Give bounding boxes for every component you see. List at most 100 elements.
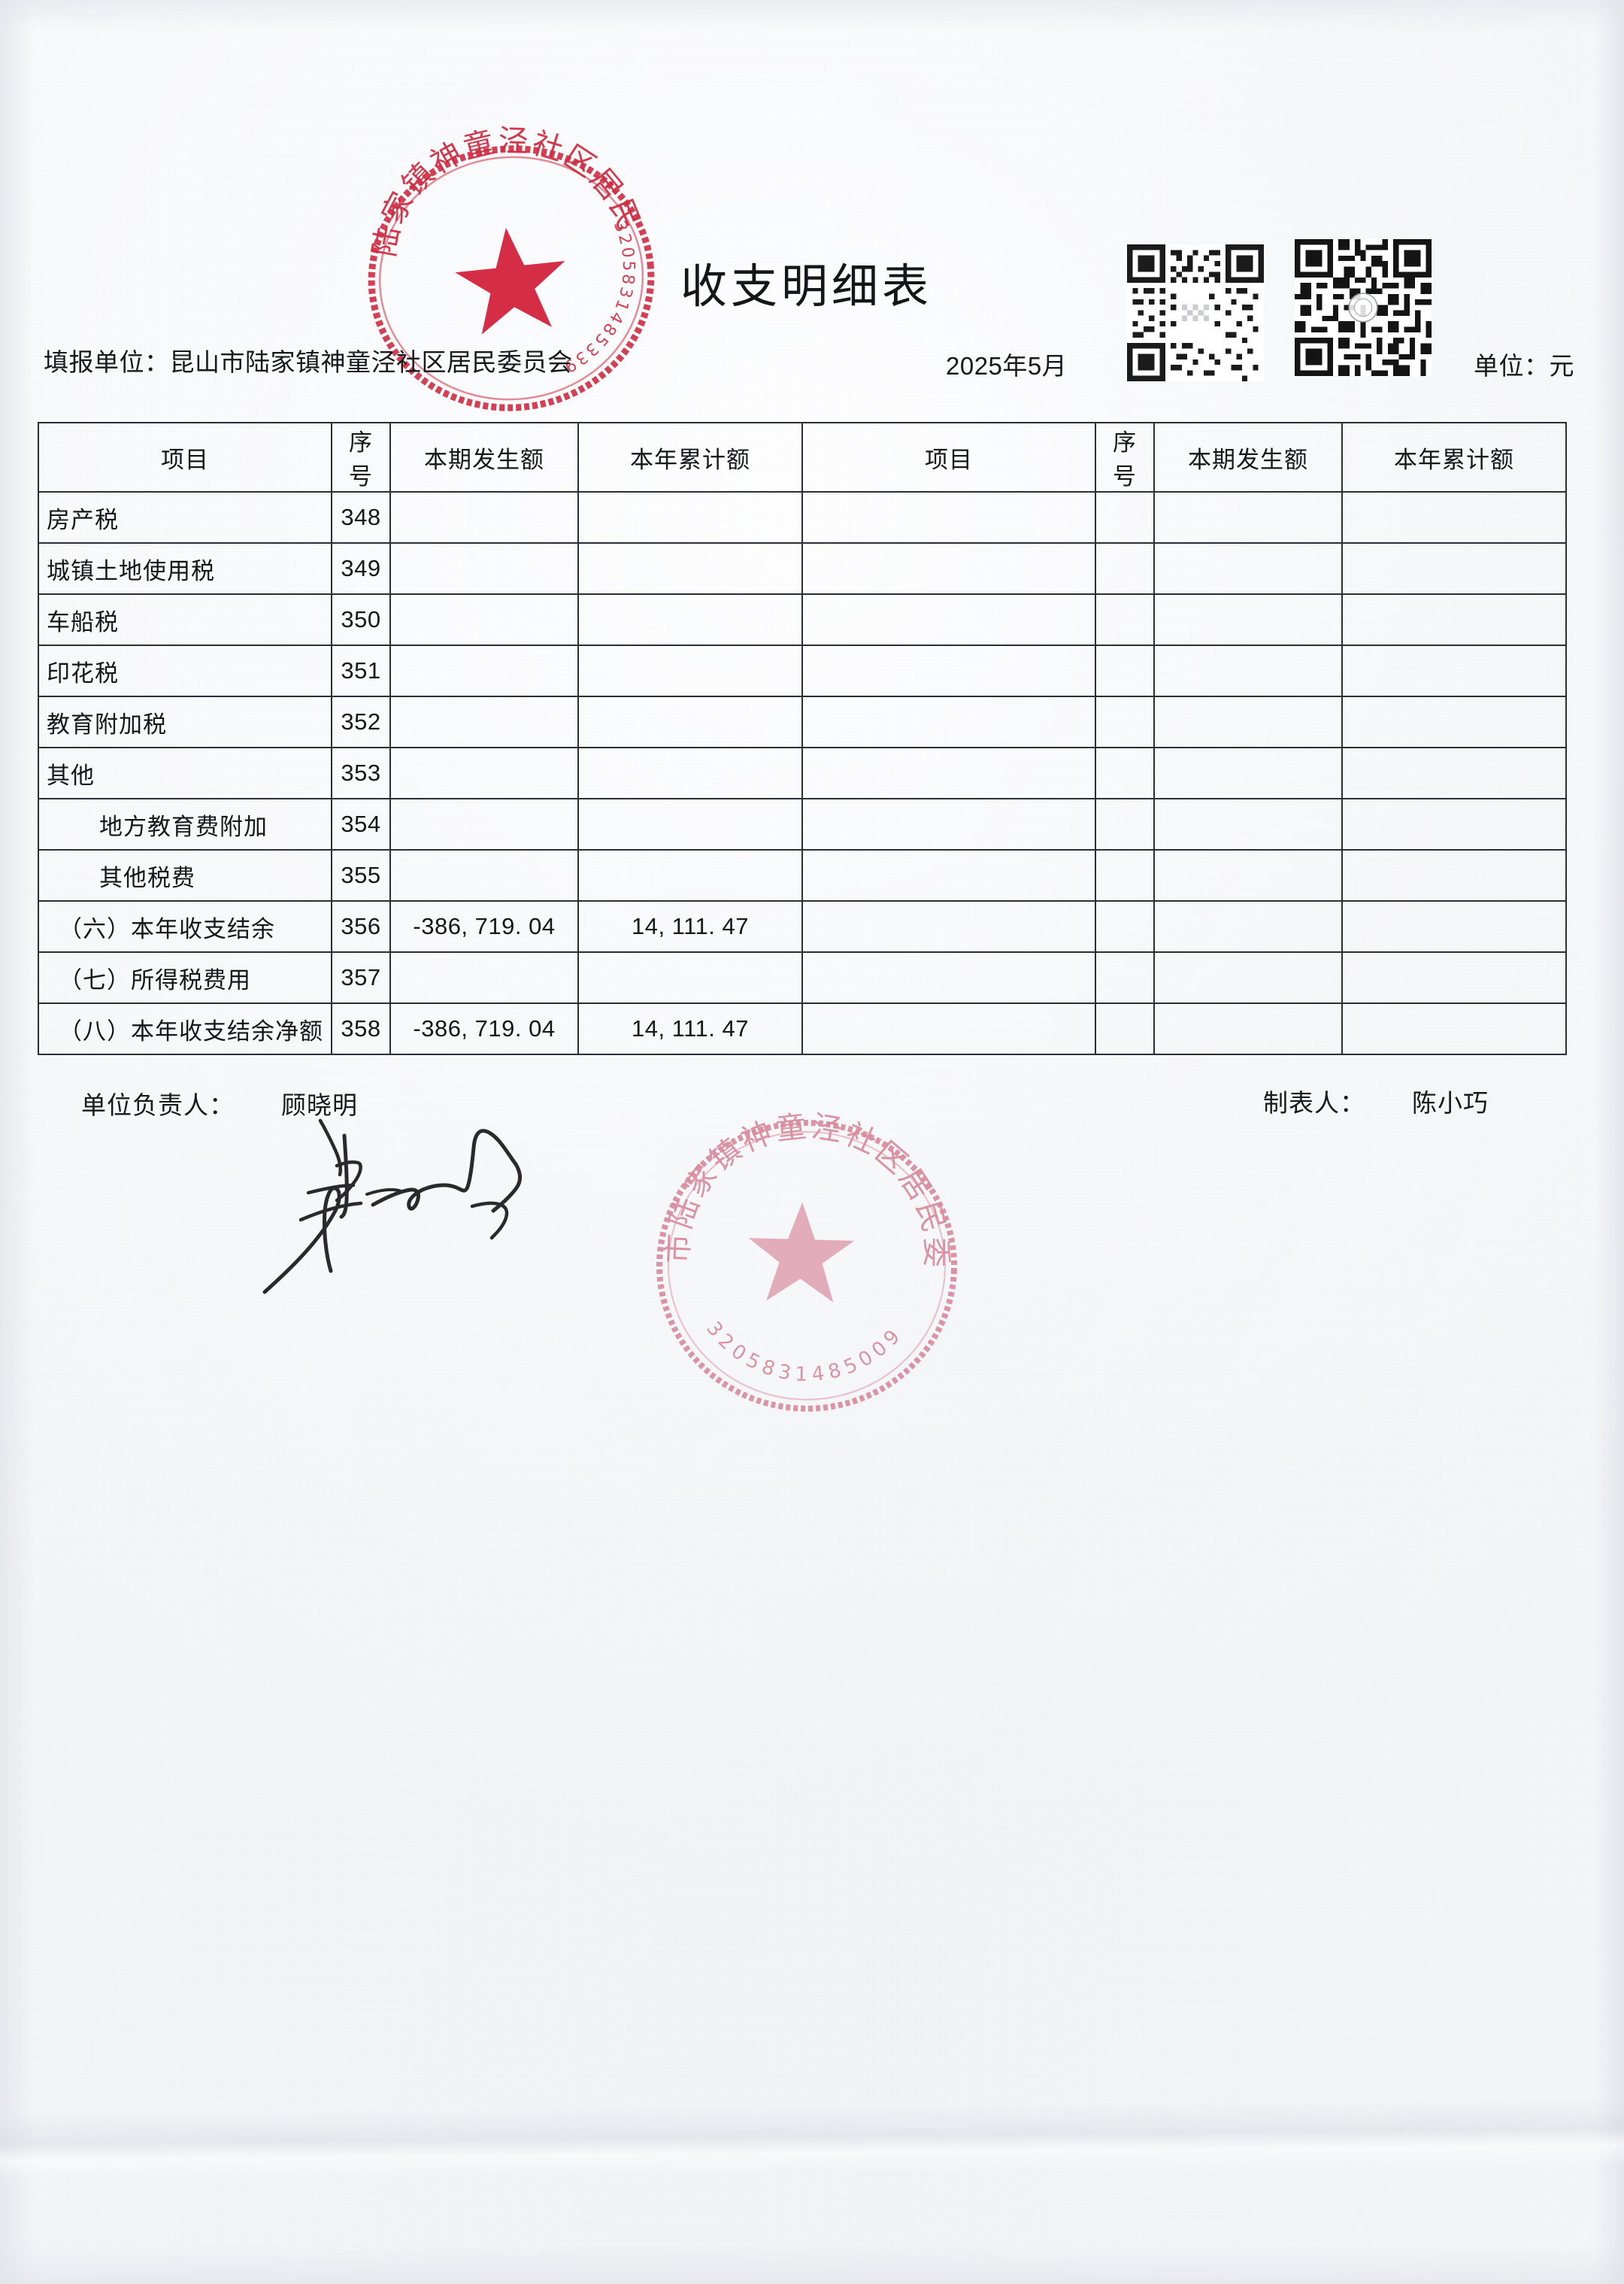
row-seq-right — [1095, 645, 1155, 697]
responsible-person-label: 单位负责人： — [81, 1091, 235, 1119]
col-header-item-right: 项目 — [801, 422, 1096, 493]
row-ytd-left — [577, 491, 803, 544]
preparer-label: 制表人： — [1263, 1089, 1365, 1117]
row-seq-left: 349 — [331, 542, 391, 595]
col-header-item-left: 项目 — [38, 422, 332, 493]
row-seq-left: 355 — [331, 849, 391, 902]
col-header-ytd-right: 本年累计额 — [1341, 422, 1567, 493]
row-current-right — [1153, 849, 1343, 902]
row-current-left — [389, 696, 579, 748]
row-item-right — [801, 491, 1096, 544]
table-row: 房产税 348 — [38, 491, 1567, 544]
row-current-left — [389, 491, 579, 544]
row-current-right — [1153, 696, 1343, 748]
row-seq-right — [1095, 747, 1155, 799]
row-item-right — [801, 951, 1096, 1004]
row-ytd-left — [577, 645, 803, 697]
row-item-right — [801, 1002, 1096, 1055]
row-seq-left: 354 — [331, 798, 391, 851]
qr-code-right[interactable] — [1295, 239, 1432, 376]
row-seq-left: 357 — [331, 951, 391, 1004]
row-seq-right — [1095, 900, 1155, 953]
row-current-right — [1153, 593, 1343, 646]
row-seq-right — [1095, 491, 1155, 544]
row-current-right — [1153, 747, 1343, 799]
row-current-right — [1153, 542, 1343, 595]
row-ytd-left — [577, 849, 803, 902]
row-current-right — [1153, 491, 1343, 544]
row-item-left: 其他税费 — [38, 849, 332, 902]
row-current-left — [389, 542, 579, 595]
seal-bottom-org-text: 昆山市陆家镇神童泾社区居民委员会 — [661, 1106, 957, 1277]
svg-text:昆山市陆家镇神童泾社区居民委员会: 昆山市陆家镇神童泾社区居民委员会 — [661, 1106, 957, 1277]
reporting-unit-name: 昆山市陆家镇神童泾社区居民委员会 — [169, 348, 573, 376]
row-item-left: （八）本年收支结余净额 — [38, 1002, 332, 1055]
row-current-right — [1153, 645, 1343, 697]
row-item-left: 地方教育费附加 — [38, 798, 332, 851]
qr-code-left[interactable] — [1127, 244, 1264, 381]
table-row: 教育附加税 352 — [38, 696, 1567, 748]
row-ytd-right — [1341, 1002, 1567, 1055]
row-seq-right — [1095, 849, 1155, 902]
row-ytd-right — [1341, 798, 1567, 851]
seal-bottom-code: 3205831485009 — [701, 1317, 909, 1388]
row-current-left — [389, 593, 579, 646]
table-row: 其他税费 355 — [38, 849, 1567, 902]
row-item-right — [801, 696, 1096, 748]
report-period: 2025年5月 — [946, 352, 1068, 380]
row-item-right — [801, 900, 1096, 953]
row-seq-left: 352 — [331, 696, 391, 748]
preparer-line: 制表人： 陈小巧 — [1263, 1083, 1489, 1119]
row-current-right — [1153, 951, 1343, 1004]
table-row: 印花税 351 — [38, 645, 1567, 697]
currency-unit-note: 单位：元 — [1474, 352, 1574, 380]
row-ytd-right — [1341, 900, 1567, 953]
row-seq-right — [1095, 593, 1155, 646]
responsible-person-line: 单位负责人： 顾晓明 — [81, 1085, 358, 1121]
row-current-left: -386, 719. 04 — [389, 1002, 579, 1055]
row-item-left: 城镇土地使用税 — [38, 542, 332, 595]
row-seq-left: 353 — [331, 747, 391, 799]
table-row: （六）本年收支结余 356 -386, 719. 04 14, 111. 47 — [38, 900, 1567, 953]
handwritten-signature-responsible — [248, 1106, 579, 1361]
table-row: 车船税 350 — [38, 593, 1567, 646]
income-expense-table: 项目 序号 本期发生额 本年累计额 项目 序号 本期发生额 本年累计额 房产税 3… — [38, 422, 1567, 1055]
row-seq-right — [1095, 696, 1155, 748]
row-item-right — [801, 593, 1096, 646]
seal-top-org-text: 昆山市陆家镇神童泾社区居民委员会 — [355, 109, 652, 300]
row-item-left: 其他 — [38, 747, 332, 799]
col-header-seq-right: 序号 — [1095, 422, 1155, 493]
row-ytd-right — [1341, 747, 1567, 799]
row-ytd-right — [1341, 696, 1567, 748]
row-seq-right — [1095, 798, 1155, 851]
table-row: （七）所得税费用 357 — [38, 951, 1567, 1004]
row-ytd-right — [1341, 542, 1567, 595]
row-ytd-left: 14, 111. 47 — [577, 900, 803, 953]
row-ytd-right — [1341, 593, 1567, 646]
svg-text:3205831485009: 3205831485009 — [701, 1317, 909, 1388]
preparer-name: 陈小巧 — [1412, 1089, 1489, 1117]
responsible-person-name: 顾晓明 — [281, 1091, 358, 1119]
row-ytd-right — [1341, 491, 1567, 544]
table-body: 房产税 348 城镇土地使用税 349 车船税 350 印花税 351 教育附加税 352 其他 35… — [38, 491, 1567, 1055]
row-current-left — [389, 747, 579, 799]
row-current-right — [1153, 1002, 1343, 1055]
row-ytd-left — [577, 542, 803, 595]
paper-crease — [0, 2097, 1624, 2182]
row-item-left: 房产税 — [38, 491, 332, 544]
row-ytd-right — [1341, 645, 1567, 697]
row-current-left — [389, 849, 579, 902]
table-row: （八）本年收支结余净额 358 -386, 719. 04 14, 111. 47 — [38, 1002, 1567, 1055]
row-current-left — [389, 645, 579, 697]
seal-star-icon — [455, 227, 565, 335]
table-row: 地方教育费附加 354 — [38, 798, 1567, 851]
row-current-right — [1153, 900, 1343, 953]
row-seq-left: 356 — [331, 900, 391, 953]
reporting-unit-label: 填报单位： — [44, 348, 170, 376]
row-current-right — [1153, 798, 1343, 851]
row-seq-right — [1095, 1002, 1155, 1055]
official-red-seal-bottom: 昆山市陆家镇神童泾社区居民委员会 3205831485009 — [635, 1089, 981, 1435]
row-seq-right — [1095, 542, 1155, 595]
row-item-right — [801, 645, 1096, 697]
